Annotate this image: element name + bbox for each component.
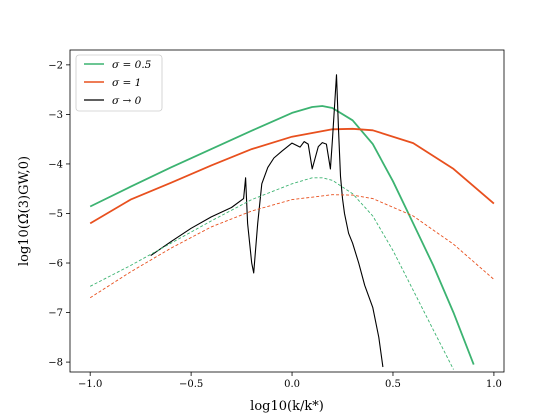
y-tick-label: −4 — [48, 159, 63, 170]
legend-label-sigma-0-5: σ = 0.5 — [112, 59, 152, 71]
x-tick-label: −0.5 — [179, 379, 203, 390]
x-tick-label: 0.0 — [284, 379, 300, 390]
series-line-0 — [89, 105, 475, 365]
legend-label-sigma-0: σ → 0 — [112, 95, 142, 107]
legend: σ = 0.5 σ = 1 σ → 0 — [75, 54, 163, 112]
series-layer — [89, 74, 495, 370]
y-tick-label: −6 — [48, 259, 63, 270]
series-line-4 — [89, 194, 495, 299]
y-tick-label: −7 — [48, 308, 63, 319]
series-line-1 — [89, 127, 495, 225]
y-tick-label: −8 — [48, 358, 63, 369]
y-tick-label: −5 — [48, 209, 63, 220]
plot-frame — [69, 49, 505, 373]
x-tick-label: −1.0 — [78, 379, 102, 390]
tick-layer: −1.0 −0.5 0.0 0.5 1.0 −8 −7 −6 −5 −4 −3 −2 — [48, 60, 502, 390]
series-line-2 — [150, 74, 384, 368]
y-tick-label: −3 — [48, 110, 63, 121]
series-line-3 — [89, 177, 454, 370]
legend-box — [75, 54, 163, 112]
legend-label-sigma-1: σ = 1 — [112, 77, 141, 89]
x-axis-label: log10(k/k*) — [250, 399, 324, 414]
x-tick-label: 0.5 — [385, 379, 401, 390]
y-axis-label: log10(Ω̄(3)GW,0) — [17, 156, 32, 266]
y-tick-label: −2 — [48, 60, 63, 71]
plot-area: −1.0 −0.5 0.0 0.5 1.0 −8 −7 −6 −5 −4 −3 −2 — [48, 49, 505, 390]
x-tick-label: 1.0 — [486, 379, 502, 390]
